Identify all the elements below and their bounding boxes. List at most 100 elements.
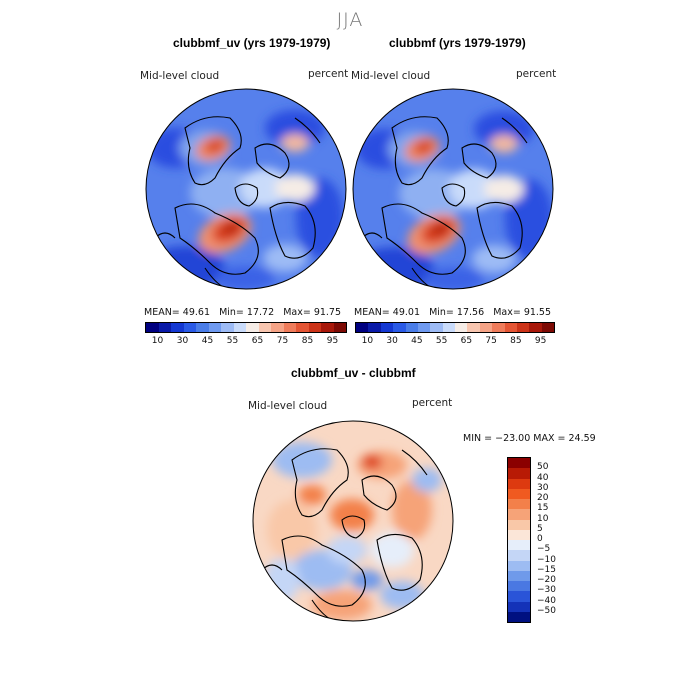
panel1-colorbar [145,322,347,333]
panel2-colorbar-swatch [405,323,418,332]
panel2-colorbar-swatch [504,323,517,332]
panel3-colorbar-swatch [508,581,530,592]
panel1-colorbar-tick-label: 75 [276,336,289,346]
panel3-colorbar-tick-label: 10 [537,513,549,524]
panel2-colorbar-tick-label: 10 [361,336,374,346]
panel1-colorbar-swatch [333,323,346,332]
panel3-colorbar-swatch [508,550,530,561]
panel2-colorbar-swatch [417,323,431,332]
season-title: JJA [336,9,364,31]
panel3-colorbar-swatch [508,509,530,520]
panel1-colorbar-swatch [208,323,221,332]
panel3-colorbar-swatch [508,591,530,602]
panel2-colorbar-tick-label: 45 [411,336,423,346]
panel1-colorbar-swatch [233,323,246,332]
panel1-colorbar-swatch [308,323,321,332]
panel1-min: 17.72 [246,307,275,318]
panel1-variable: Mid-level cloud [140,70,220,82]
panel1-colorbar-tick-label: 65 [251,336,264,346]
panel3-colorbar-swatch [508,519,530,530]
panel1-colorbar-tick-label: 30 [176,336,189,346]
panel2-mean: 49.01 [392,307,420,318]
panel1-colorbar-tick-label: 55 [226,336,239,346]
panel2-colorbar-swatch [393,323,406,332]
panel2-colorbar-tick-label: 95 [534,336,547,346]
panel1-colorbar-tick-label: 85 [301,336,314,346]
panel1-colorbar-swatch [321,323,334,332]
panel3-colorbar-swatch [508,529,530,540]
panel3-colorbar-tick-label: 20 [537,493,549,503]
panel3-colorbar-tick-label: −50 [537,605,556,616]
panel2-polar-map [352,88,554,290]
panel3-colorbar-tick-label: 0 [537,534,543,544]
panel1-colorbar-swatch [158,323,171,332]
panel3-colorbar-tick-label: 50 [537,462,549,473]
panel1-colorbar-swatch [296,323,309,332]
panel3-colorbar-tick-label: 15 [537,503,549,514]
panel1-colorbar-swatch [146,323,159,332]
panel2-variable: Mid-level cloud [351,70,431,82]
panel3-colorbar-swatch [508,540,530,551]
panel1-max-label: Max= [283,307,311,318]
panel2-min: 17.56 [456,307,485,318]
panel1-min-label: Min= [219,307,244,318]
panel1-colorbar-tick-label: 45 [201,336,214,346]
panel1-colorbar-tick-label: 95 [326,336,339,346]
panel2-colorbar-tick-label: 30 [386,336,398,346]
panel2-colorbar-tick-label: 85 [510,336,522,346]
panel2-max: 91.55 [523,307,552,318]
panel3-variable: Mid-level cloud [248,400,328,412]
panel2-colorbar-swatch [516,323,530,332]
panel3-colorbar-swatch [508,499,530,510]
panel1-colorbar-swatch [196,323,209,332]
panel2-colorbar-swatch [467,323,480,332]
panel3-colorbar-swatch [508,601,530,612]
panel3-colorbar-tick-label: −30 [537,585,556,596]
panel2-mean-label: MEAN= [354,307,390,318]
panel1-max: 91.75 [313,307,342,318]
panel3-polar-map [252,420,454,622]
panel1-colorbar-tick-label: 10 [151,336,164,346]
panel3-title: clubbmf_uv - clubbmf [291,366,416,380]
panel3-units: percent [412,397,453,409]
panel3-colorbar-swatch [508,570,530,581]
panel2-colorbar-tick-label: 65 [460,336,473,346]
panel2-colorbar-swatch [455,323,468,332]
panel3-colorbar-tick-label: −40 [537,595,556,606]
panel1-title: clubbmf_uv (yrs 1979-1979) [173,36,331,50]
panel1-stats: MEAN= 49.61 Min= 17.72 Max= 91.75 [144,307,341,318]
panel2-colorbar-swatch [479,323,493,332]
panel1-mean: 49.61 [182,307,210,318]
panel3-colorbar-swatch [508,478,530,489]
panel1-mean-label: MEAN= [144,307,180,318]
panel3-colorbar-swatch [508,458,530,469]
panel2-stats: MEAN= 49.01 Min= 17.56 Max= 91.55 [354,307,551,318]
panel1-colorbar-swatch [258,323,271,332]
panel3-colorbar-tick-label: 30 [537,482,549,493]
panel2-colorbar-swatch [492,323,505,332]
panel1-colorbar-swatch [271,323,284,332]
panel3-colorbar-tick-label: −5 [537,544,551,555]
panel2-colorbar-swatch [356,323,369,332]
panel1-colorbar-swatch [283,323,296,332]
panel2-title: clubbmf (yrs 1979-1979) [389,36,526,50]
panel2-colorbar-swatch [541,323,554,332]
panel1-polar-map [145,88,347,290]
panel1-colorbar-swatch [171,323,184,332]
panel3-colorbar-tick-label: 5 [537,523,543,534]
panel2-colorbar-swatch [442,323,455,332]
panel3-colorbar-swatch [508,488,530,499]
panel2-max-label: Max= [493,307,521,318]
panel3-colorbar-swatch [508,468,530,479]
panel2-min-label: Min= [429,307,454,318]
panel3-colorbar-tick-label: −15 [537,564,556,575]
panel3-colorbar-tick-label: 40 [537,472,549,483]
panel1-units: percent [308,68,349,80]
panel2-units: percent [516,68,557,80]
panel1-colorbar-swatch [221,323,234,332]
panel2-colorbar-swatch [368,323,381,332]
panel1-colorbar-swatch [183,323,196,332]
panel3-minmax: MIN = −23.00 MAX = 24.59 [463,433,596,444]
panel3-colorbar [507,457,531,623]
panel3-colorbar-swatch [508,611,530,622]
